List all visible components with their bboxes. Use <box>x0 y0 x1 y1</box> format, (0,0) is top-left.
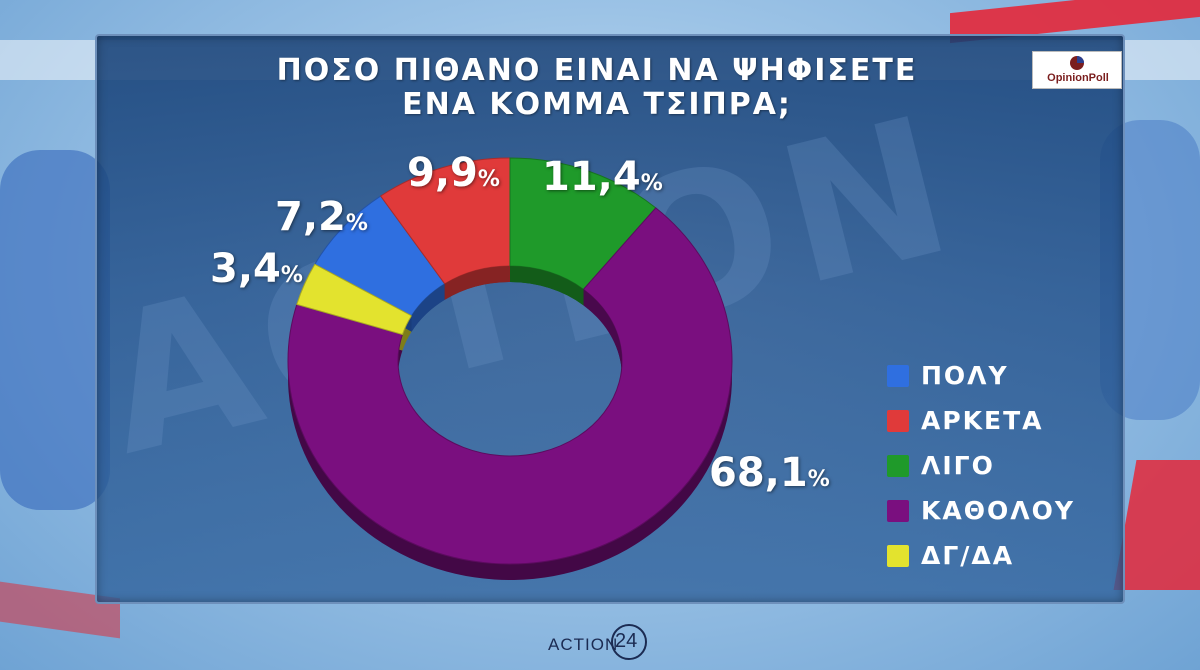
donut-slice-inner-wall <box>510 266 584 306</box>
legend-item-ligo: ΛΙΓΟ <box>887 443 1075 488</box>
legend-swatch <box>887 364 909 387</box>
slice-label-poly: 7,2% <box>275 194 368 240</box>
background-blue-shape <box>0 150 110 510</box>
legend-item-dgda: ΔΓ/ΔΑ <box>887 533 1075 578</box>
legend-swatch <box>887 499 909 522</box>
slice-label-unit: % <box>640 171 663 196</box>
opinionpoll-logo: OpinionPoll <box>1032 51 1122 89</box>
chart-title: ΠΟΣΟ ΠΙΘΑΝΟ ΕΙΝΑΙ ΝΑ ΨΗΦΙΣΕΤΕ ΕΝΑ ΚΟΜΜΑ … <box>97 53 1123 122</box>
slice-label-unit: % <box>477 167 500 192</box>
donut-slice-inner-wall <box>444 266 510 300</box>
slice-label-value: 3,4 <box>210 246 281 292</box>
legend-label: ΔΓ/ΔΑ <box>921 541 1015 570</box>
legend-item-katholou: ΚΑΘΟΛΟΥ <box>887 488 1075 533</box>
legend-label: ΛΙΓΟ <box>921 451 995 480</box>
legend-item-poly: ΠΟΛΥ <box>887 353 1075 398</box>
legend-label: ΚΑΘΟΛΟΥ <box>921 496 1075 525</box>
donut-chart <box>287 157 733 580</box>
legend-swatch <box>887 454 909 477</box>
action24-logo-circle <box>611 624 647 660</box>
action24-logo: ACTION 24 <box>548 624 658 664</box>
chart-title-line: ΕΝΑ ΚΟΜΜΑ ΤΣΙΠΡΑ; <box>402 87 792 122</box>
chart-panel: ACTION ΠΟΣΟ ΠΙΘΑΝΟ ΕΙΝΑΙ ΝΑ ΨΗΦΙΣΕΤΕ ΕΝΑ… <box>95 34 1125 604</box>
slice-label-value: 11,4 <box>542 154 641 200</box>
opinionpoll-logo-text: OpinionPoll <box>1047 72 1109 84</box>
legend-label: ΑΡΚΕΤΑ <box>921 406 1044 435</box>
slice-label-value: 9,9 <box>407 150 478 196</box>
slice-label-ligo: 11,4% <box>542 154 663 200</box>
donut-slice-inner-wall <box>411 283 445 332</box>
donut-slice-inner-wall <box>583 289 622 377</box>
action24-logo-number: 24 <box>615 630 638 652</box>
slice-label-unit: % <box>345 211 368 236</box>
donut-slice-ΚΑΘΟΛΟΥ <box>287 207 733 565</box>
chart-title-line: ΠΟΣΟ ΠΙΘΑΝΟ ΕΙΝΑΙ ΝΑ ΨΗΦΙΣΕΤΕ <box>276 53 918 88</box>
action24-logo-word: ACTION <box>548 635 619 654</box>
legend-item-arketa: ΑΡΚΕΤΑ <box>887 398 1075 443</box>
opinionpoll-logo-icon <box>1070 56 1084 70</box>
slice-label-value: 68,1 <box>709 450 808 496</box>
legend-swatch <box>887 409 909 432</box>
legend-swatch <box>887 544 909 567</box>
background-red-shape <box>1113 460 1200 590</box>
chart-legend: ΠΟΛΥ ΑΡΚΕΤΑ ΛΙΓΟ ΚΑΘΟΛΟΥ ΔΓ/ΔΑ <box>887 353 1075 578</box>
slice-label-katholou: 68,1% <box>709 450 830 496</box>
legend-label: ΠΟΛΥ <box>921 361 1009 390</box>
slice-label-unit: % <box>807 467 830 492</box>
slice-label-dgda: 3,4% <box>210 246 303 292</box>
slice-label-arketa: 9,9% <box>407 150 500 196</box>
slice-label-unit: % <box>280 263 303 288</box>
slice-label-value: 7,2 <box>275 194 346 240</box>
